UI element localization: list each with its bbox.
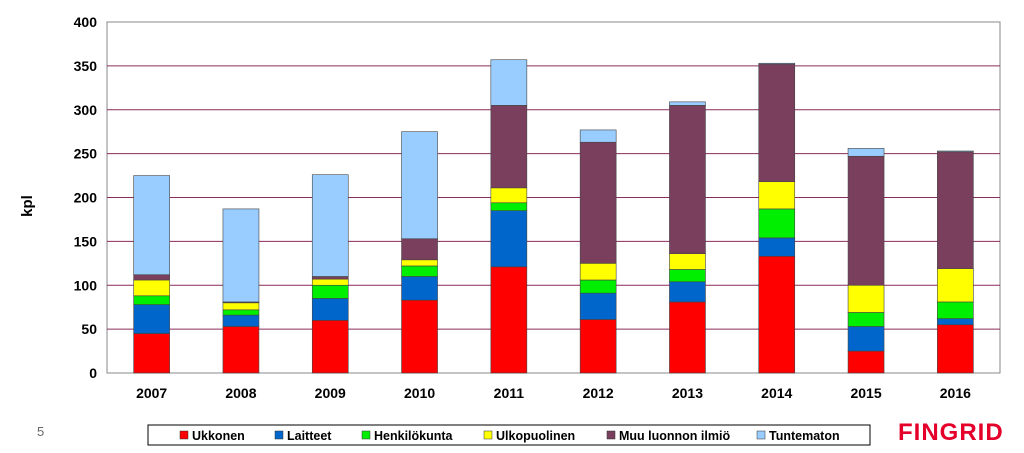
bar-segment <box>222 302 260 311</box>
x-tick-label: 2012 <box>583 385 614 401</box>
bar-segment <box>669 101 706 106</box>
bar-segment <box>669 281 706 303</box>
bar-segment <box>222 309 260 316</box>
bar-segment <box>937 301 974 319</box>
bar-segment <box>311 278 349 286</box>
bar-segment <box>579 263 617 281</box>
legend: Ukkonen Laitteet Henkilökunta Ulkopuolinen M… <box>147 424 871 446</box>
bar-segment <box>847 155 885 286</box>
bar-segment <box>579 129 617 143</box>
bar-segment <box>669 269 706 283</box>
y-tick-label: 250 <box>74 146 98 162</box>
bar-segment <box>847 148 885 157</box>
bar-segment <box>490 266 528 374</box>
legend-swatch <box>606 430 616 440</box>
bar-segment <box>579 279 617 294</box>
y-tick-label: 50 <box>81 321 97 337</box>
bar-segment <box>758 255 796 374</box>
bar-segment <box>133 274 170 281</box>
fingrid-logo: FINGRID <box>898 419 1004 446</box>
bar-segment <box>937 324 974 374</box>
bar-segment <box>133 279 170 297</box>
bar-segment <box>311 298 349 321</box>
bar-segment <box>758 237 796 257</box>
legend-label: Ulkopuolinen <box>496 429 575 443</box>
bar-segment <box>311 174 349 277</box>
legend-box <box>147 424 871 446</box>
bar-segment <box>133 333 170 374</box>
bar-segment <box>579 319 617 374</box>
bar-segment <box>937 150 974 153</box>
bar-segment <box>401 131 438 240</box>
legend-label: Ukkonen <box>192 429 245 443</box>
bar-segment <box>222 208 260 303</box>
legend-swatch <box>361 430 371 440</box>
bar-segment <box>758 62 796 65</box>
y-tick-label: 0 <box>89 365 97 381</box>
legend-label: Laitteet <box>287 429 332 443</box>
y-tick-label: 350 <box>74 58 98 74</box>
bar-segment <box>937 268 974 303</box>
legend-swatch <box>756 430 766 440</box>
bar-segment <box>311 276 349 280</box>
bar-segment <box>401 299 438 374</box>
x-tick-label: 2015 <box>850 385 881 401</box>
legend-label: Henkilökunta <box>374 429 454 443</box>
bar-segment <box>847 326 885 352</box>
legend-swatch <box>274 430 284 440</box>
x-tick-label: 2009 <box>315 385 346 401</box>
bar-segment <box>490 105 528 189</box>
x-tick-label: 2007 <box>136 385 167 401</box>
x-tick-label: 2014 <box>761 385 792 401</box>
bar-segment <box>669 105 706 254</box>
y-tick-label: 150 <box>74 233 98 249</box>
bar-segment <box>401 265 438 277</box>
bar-segment <box>758 181 796 210</box>
bar-segment <box>311 284 349 299</box>
bar-segment <box>401 238 438 261</box>
bar-segment <box>669 253 706 270</box>
bar-segment <box>579 141 617 264</box>
bars <box>133 59 974 374</box>
bar-segment <box>490 59 528 106</box>
x-tick-label: 2008 <box>225 385 256 401</box>
y-tick-label: 300 <box>74 102 98 118</box>
legend-label: Tuntematon <box>769 429 840 443</box>
bar-segment <box>579 292 617 320</box>
legend-swatch <box>179 430 189 440</box>
page-number: 5 <box>37 424 45 439</box>
x-tick-label: 2013 <box>672 385 703 401</box>
bar-segment <box>847 312 885 327</box>
bar-segment <box>133 175 170 276</box>
bar-segment <box>490 187 528 204</box>
y-tick-labels: 0 50 100 150 200 250 300 350 400 <box>74 14 98 381</box>
x-tick-label: 2016 <box>940 385 971 401</box>
bar-segment <box>311 320 349 374</box>
bar-segment <box>490 210 528 268</box>
bar-segment <box>490 202 528 211</box>
y-axis-label: kpl <box>19 195 36 217</box>
bar-segment <box>847 284 885 313</box>
bar-segment <box>669 301 706 374</box>
bar-segment <box>401 259 438 267</box>
bar-segment <box>133 304 170 334</box>
bar-segment <box>133 295 170 305</box>
y-tick-label: 100 <box>74 277 98 293</box>
legend-swatch <box>483 430 493 440</box>
x-tick-label: 2010 <box>404 385 435 401</box>
x-tick-label: 2011 <box>494 385 525 401</box>
bar-segment <box>847 350 885 374</box>
bar-segment <box>222 326 260 374</box>
bar-segment <box>758 208 796 239</box>
bar-segment <box>937 151 974 269</box>
bar-segment <box>758 63 796 183</box>
y-tick-label: 400 <box>74 14 98 30</box>
y-tick-label: 200 <box>74 190 98 206</box>
legend-label: Muu luonnon ilmiö <box>619 429 730 443</box>
x-tick-labels: 2007 2008 2009 2010 2011 2012 2013 2014 2015 2016 <box>136 385 971 401</box>
bar-segment <box>222 314 260 327</box>
bar-segment <box>937 318 974 326</box>
bar-segment <box>401 276 438 301</box>
